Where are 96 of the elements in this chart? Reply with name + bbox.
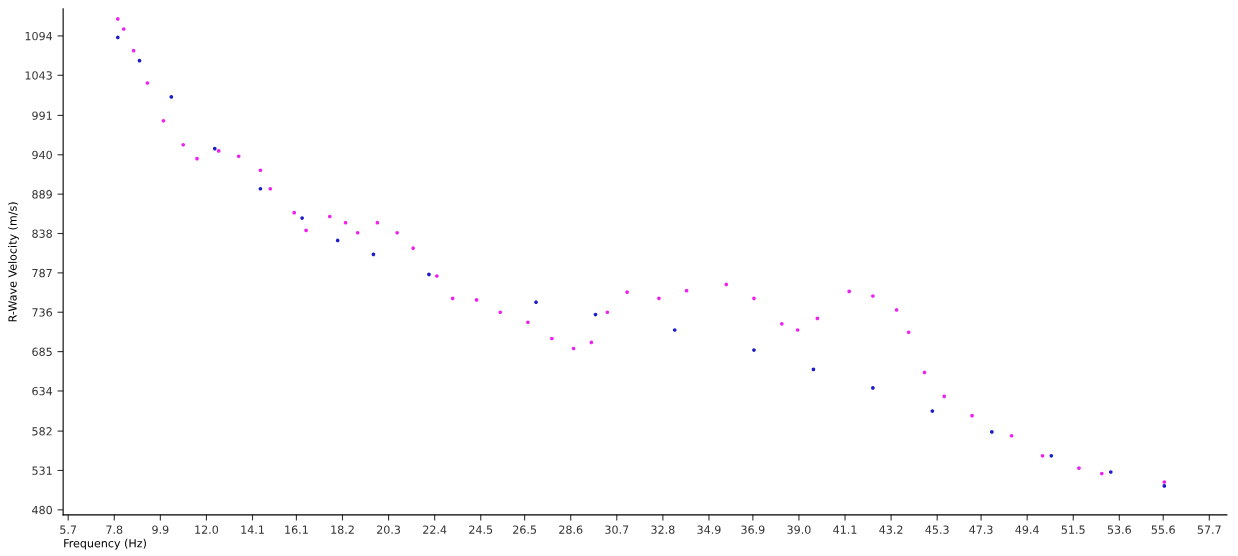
point xyxy=(435,274,439,278)
x-tick-label: 12.0 xyxy=(195,525,219,534)
x-tick-label: 5.7 xyxy=(60,525,77,534)
point xyxy=(526,320,530,325)
point xyxy=(657,296,661,301)
point xyxy=(411,246,415,251)
point xyxy=(195,156,199,161)
point xyxy=(724,282,729,287)
x-tick-label: 45.3 xyxy=(925,525,949,534)
x-tick-label: 9.9 xyxy=(152,525,169,534)
point xyxy=(779,321,784,326)
x-tick-label: 49.4 xyxy=(1015,525,1039,534)
point xyxy=(258,168,263,173)
y-tick-label: 685 xyxy=(32,347,52,356)
x-tick-label: 57.7 xyxy=(1197,525,1221,534)
point xyxy=(343,220,348,225)
point xyxy=(989,430,994,434)
point xyxy=(169,95,174,99)
point xyxy=(970,413,974,418)
point xyxy=(115,35,120,40)
x-tick-label: 51.5 xyxy=(1061,525,1085,534)
point xyxy=(752,296,756,301)
y-tick-label: 736 xyxy=(32,308,53,317)
x-tick-label: 36.9 xyxy=(741,525,765,534)
point xyxy=(268,186,273,191)
point xyxy=(498,310,503,315)
x-axis-title: Frequency (Hz) xyxy=(64,538,146,550)
point xyxy=(906,330,911,335)
x-tick-label: 14.1 xyxy=(241,525,264,534)
y-tick-label: 531 xyxy=(32,466,52,475)
x-tick-label: 28.6 xyxy=(559,525,583,534)
x-tick-label: 55.6 xyxy=(1151,525,1175,534)
point xyxy=(427,272,431,277)
x-tick-label: 32.8 xyxy=(651,525,675,534)
y-tick-label: 634 xyxy=(32,386,53,396)
y-tick-label: 991 xyxy=(32,111,52,120)
point xyxy=(894,308,899,312)
x-tick-label: 47.3 xyxy=(969,525,993,534)
x-tick-label: 20.3 xyxy=(377,525,401,534)
point xyxy=(375,220,380,225)
point xyxy=(121,27,126,31)
point xyxy=(115,17,120,21)
point xyxy=(1049,453,1054,458)
y-tick-label: 838 xyxy=(32,229,52,238)
x-tick-label: 34.9 xyxy=(697,525,721,534)
y-tick-label: 940 xyxy=(32,150,52,160)
x-tick-label: 26.5 xyxy=(513,525,537,534)
point xyxy=(258,186,263,191)
point xyxy=(474,298,479,302)
point xyxy=(1108,470,1113,474)
point xyxy=(216,149,221,153)
point xyxy=(1162,484,1167,488)
point xyxy=(145,81,150,85)
point xyxy=(930,409,935,413)
point xyxy=(942,394,947,399)
x-tick-label: 53.6 xyxy=(1107,525,1131,534)
point xyxy=(550,336,554,341)
point xyxy=(161,118,166,123)
point xyxy=(355,230,360,235)
point xyxy=(605,310,610,315)
point xyxy=(212,146,217,151)
point xyxy=(327,214,332,219)
point xyxy=(752,348,756,352)
point xyxy=(1009,433,1014,438)
point xyxy=(534,300,538,305)
x-tick-label: 16.1 xyxy=(285,525,308,534)
point xyxy=(292,210,297,215)
x-tick-label: 39.0 xyxy=(787,525,811,534)
point xyxy=(871,294,875,298)
x-tick-label: 7.8 xyxy=(106,525,123,534)
x-tick-label: 22.4 xyxy=(423,525,447,534)
point xyxy=(795,328,800,332)
point xyxy=(871,386,875,390)
point xyxy=(1040,453,1045,458)
point xyxy=(847,289,852,294)
y-tick-label: 889 xyxy=(32,190,52,199)
point xyxy=(304,228,308,233)
x-tick-label: 18.2 xyxy=(331,525,354,534)
point xyxy=(625,290,629,295)
point xyxy=(1099,471,1104,476)
x-tick-label: 43.2 xyxy=(879,525,903,534)
x-tick-label: 41.1 xyxy=(833,525,857,534)
x-tick-label: 30.7 xyxy=(605,525,629,534)
point xyxy=(181,142,186,147)
y-tick-label: 480 xyxy=(32,505,52,515)
y-tick-label: 787 xyxy=(32,268,52,278)
point xyxy=(672,328,677,332)
point xyxy=(1162,480,1167,484)
point xyxy=(300,216,304,220)
point xyxy=(1077,466,1081,470)
y-tick-label: 1043 xyxy=(25,71,52,80)
y-tick-label: 1094 xyxy=(25,31,53,41)
point xyxy=(395,230,399,235)
y-axis-title: R-Wave Velocity (m/s) xyxy=(8,202,19,322)
y-tick-label: 582 xyxy=(32,427,52,436)
x-tick-label: 24.5 xyxy=(469,525,493,534)
